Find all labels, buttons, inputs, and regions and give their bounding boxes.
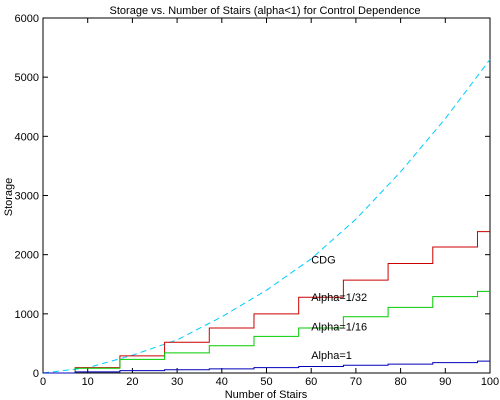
y-tick-label: 1000 bbox=[15, 309, 39, 321]
chart-title: Storage vs. Number of Stairs (alpha<1) f… bbox=[110, 5, 421, 17]
series-annotation-0: CDG bbox=[311, 255, 335, 267]
y-tick-label: 5000 bbox=[15, 72, 39, 84]
series-line-1 bbox=[43, 231, 490, 374]
plot-border bbox=[42, 17, 491, 374]
y-tick-label: 6000 bbox=[15, 13, 39, 25]
annotations-layer: CDG Alpha=1/32 Alpha=1/16 Alpha=1 bbox=[311, 255, 367, 362]
x-tick-label: 30 bbox=[171, 376, 183, 388]
series-annotation-3: Alpha=1 bbox=[311, 350, 352, 362]
x-tick-label: 40 bbox=[216, 376, 228, 388]
series-annotation-1: Alpha=1/32 bbox=[311, 292, 367, 304]
x-tick-label: 50 bbox=[260, 376, 272, 388]
x-tick-label: 20 bbox=[126, 376, 138, 388]
y-tick-label: 2000 bbox=[15, 250, 39, 262]
y-tick-label: 4000 bbox=[15, 131, 39, 143]
x-tick-label: 80 bbox=[394, 376, 406, 388]
ticks-layer: 0 10 20 30 40 50 60 70 80 90 100010002000300040005… bbox=[15, 13, 500, 388]
x-tick-label: 90 bbox=[439, 376, 451, 388]
x-tick-label: 10 bbox=[82, 376, 94, 388]
x-tick-label: 100 bbox=[481, 376, 499, 388]
plot-frame bbox=[42, 17, 491, 374]
series-line-0 bbox=[42, 59, 491, 374]
x-tick-label: 60 bbox=[305, 376, 317, 388]
x-tick-label: 0 bbox=[40, 376, 46, 388]
y-tick-label: 3000 bbox=[15, 191, 39, 203]
x-tick-label: 70 bbox=[350, 376, 362, 388]
y-tick-label: 0 bbox=[33, 368, 39, 380]
series-line-2 bbox=[43, 290, 490, 374]
x-axis-label: Number of Stairs bbox=[225, 389, 308, 400]
series-annotation-2: Alpha=1/16 bbox=[311, 321, 367, 333]
series-line-3 bbox=[43, 360, 490, 374]
series-layer bbox=[42, 59, 491, 374]
y-axis-label: Storage bbox=[3, 178, 15, 217]
